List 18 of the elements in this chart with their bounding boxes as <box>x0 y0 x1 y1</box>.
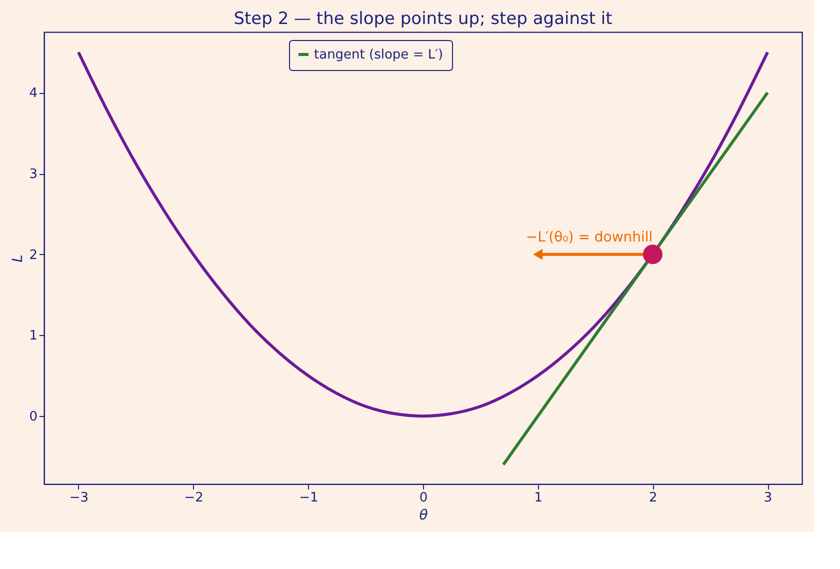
x-tick-label: −1 <box>299 490 318 506</box>
x-tick-label: 2 <box>649 490 658 506</box>
x-tick-label: −2 <box>184 490 204 506</box>
y-tick-label: 1 <box>29 328 38 344</box>
x-axis-title: θ <box>419 508 428 524</box>
x-tick-label: 3 <box>764 490 772 506</box>
x-tick-label: −3 <box>69 490 89 506</box>
y-tick-label: 2 <box>29 248 38 263</box>
y-tick-label: 3 <box>29 167 38 182</box>
annotation: −L′(θ₀) = downhill <box>526 229 653 246</box>
y-axis-title: L <box>10 254 26 262</box>
legend-label: tangent (slope = L′) <box>314 48 444 62</box>
y-tick-label: 4 <box>29 86 38 102</box>
y-tick-label: 0 <box>29 410 38 425</box>
x-tick-label: 0 <box>419 490 428 506</box>
chart-title: Step 2 — the slope points up; step against it <box>234 9 613 29</box>
x-tick-label: 1 <box>534 490 542 506</box>
line-series <box>76 50 770 418</box>
